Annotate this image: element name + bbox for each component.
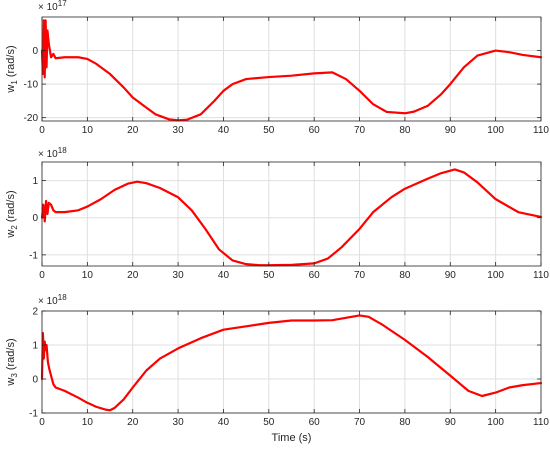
x-axis-label: Time (s) (272, 432, 312, 444)
x-tick-label: 10 (82, 270, 94, 281)
series-line-w1 (40, 19, 543, 122)
x-tick-label: 40 (218, 125, 230, 136)
x-tick-label: 0 (39, 417, 45, 428)
x-tick-label: 60 (309, 270, 321, 281)
y-tick-label: 2 (32, 307, 38, 318)
x-tick-label: 70 (354, 270, 366, 281)
x-tick-label: 70 (354, 417, 366, 428)
x-tick-label: 110 (533, 125, 549, 136)
x-tick-label: 110 (533, 270, 549, 281)
x-tick-label: 90 (445, 270, 457, 281)
y-axis-label: w3 (rad/s) (5, 338, 19, 386)
x-tick-label: 20 (127, 270, 139, 281)
x-tick-label: 60 (309, 417, 321, 428)
y-exponent-label: × 1017 (38, 0, 67, 13)
y-tick-label: 0 (32, 46, 38, 57)
series-line-w3 (40, 314, 543, 412)
x-tick-label: 90 (445, 417, 457, 428)
y-tick-label: -1 (29, 250, 38, 261)
plot-area (42, 162, 541, 266)
y-tick-label: 1 (32, 341, 38, 352)
y-tick-label: 0 (32, 213, 38, 224)
y-tick-label: -1 (29, 409, 38, 420)
x-tick-label: 70 (354, 125, 366, 136)
x-tick-label: 40 (218, 270, 230, 281)
x-tick-label: 50 (263, 417, 275, 428)
plot-area (42, 311, 541, 413)
axes-box (41, 16, 542, 122)
axes-box (41, 310, 542, 414)
axes-box (41, 161, 542, 267)
x-tick-label: 0 (39, 270, 45, 281)
y-axis-label: w1 (rad/s) (5, 45, 19, 93)
y-exponent-label: × 1018 (38, 146, 67, 160)
y-tick-label: 1 (32, 176, 38, 187)
x-tick-label: 100 (487, 125, 504, 136)
x-tick-label: 60 (309, 125, 321, 136)
x-tick-label: 30 (173, 270, 185, 281)
x-tick-label: 90 (445, 125, 457, 136)
x-tick-label: 0 (39, 125, 45, 136)
x-tick-label: 50 (263, 270, 275, 281)
y-tick-label: 0 (32, 375, 38, 386)
x-tick-label: 10 (82, 125, 94, 136)
x-tick-label: 80 (399, 270, 411, 281)
x-tick-label: 80 (399, 417, 411, 428)
x-tick-label: 40 (218, 417, 230, 428)
series-line-w2 (40, 168, 543, 267)
x-tick-label: 50 (263, 125, 275, 136)
x-tick-label: 30 (173, 125, 185, 136)
y-tick-label: -20 (24, 113, 39, 124)
y-tick-label: -10 (24, 80, 39, 91)
subplot-1: 0 10 20 30 40 50 60 70 80 90 100 110 -20 -10 0 × 1017 w1… (5, 0, 549, 136)
x-tick-label: 80 (399, 125, 411, 136)
x-tick-label: 20 (127, 417, 139, 428)
x-tick-label: 110 (533, 417, 549, 428)
x-tick-label: 30 (173, 417, 185, 428)
x-tick-label: 20 (127, 125, 139, 136)
x-tick-label: 10 (82, 417, 94, 428)
plot-area (42, 17, 541, 121)
x-tick-label: 100 (487, 270, 504, 281)
x-tick-label: 100 (487, 417, 504, 428)
y-exponent-label: × 1018 (38, 293, 67, 307)
y-axis-label: w2 (rad/s) (5, 190, 19, 238)
